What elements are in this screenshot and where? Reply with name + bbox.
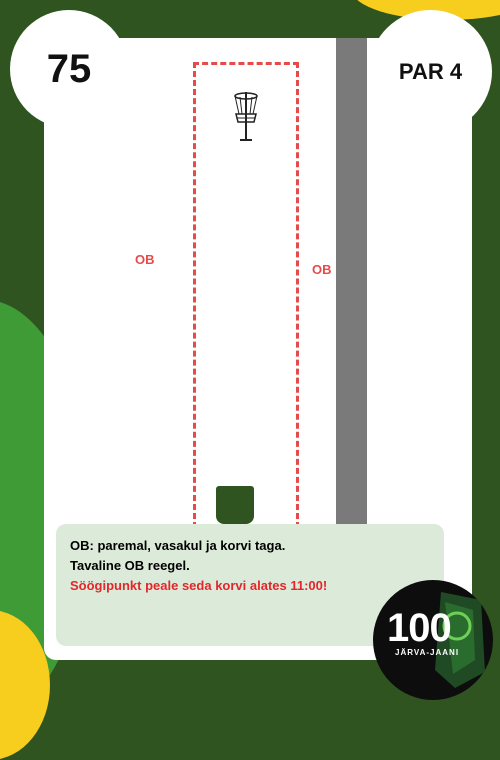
logo-number: 100 [387, 606, 452, 650]
logo-text: JÄRVA-JAANI [395, 648, 460, 657]
par-label: PAR 4 [398, 58, 463, 84]
hole-number: 75 [46, 46, 92, 91]
notes-line-1: OB: paremal, vasakul ja korvi taga. [70, 538, 286, 553]
par-badge: PAR 4 [369, 10, 492, 133]
disc-golf-basket-icon [234, 92, 258, 141]
notes-line-2: Tavaline OB reegel. [70, 558, 190, 573]
ob-label-left: OB [135, 252, 155, 267]
hole-number-badge: 75 [10, 10, 128, 128]
hole-notes: OB: paremal, vasakul ja korvi taga. Tava… [56, 524, 444, 646]
jarva-jaani-100-logo: 100 JÄRVA-JAANI [373, 580, 493, 700]
notes-line-3: Söögipunkt peale seda korvi alates 11:00… [70, 578, 328, 593]
logo-graphic [435, 592, 485, 688]
road [336, 38, 367, 524]
tee-pad [216, 486, 254, 524]
ob-label-right: OB [312, 262, 332, 277]
